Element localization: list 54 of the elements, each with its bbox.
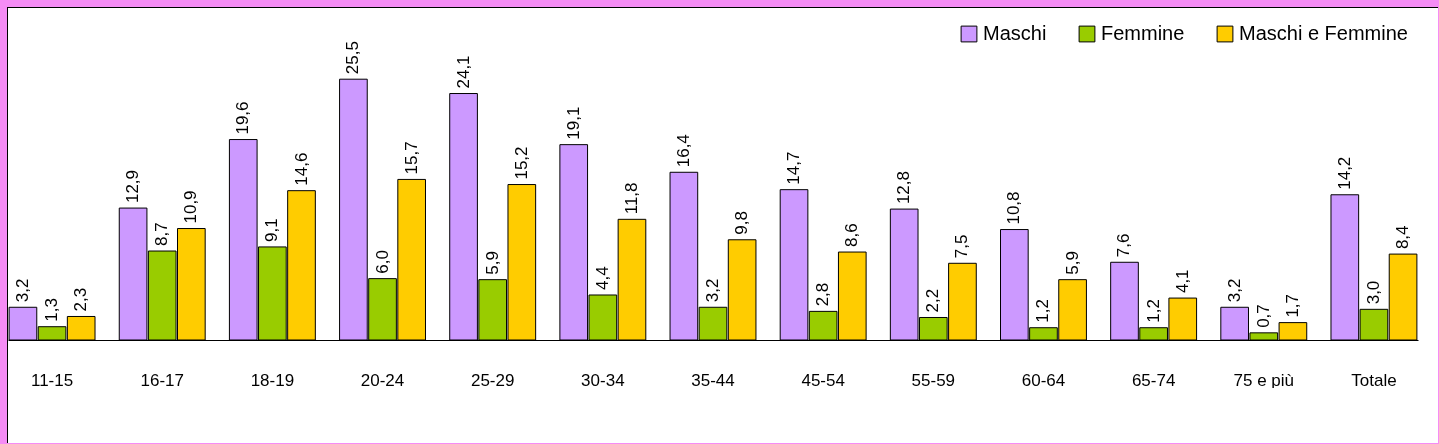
data-label: 25,5	[343, 41, 363, 75]
x-tick-label: 45-54	[801, 370, 845, 390]
data-label: 2,2	[923, 288, 943, 313]
data-label: 3,0	[1363, 280, 1383, 305]
data-label: 10,8	[1004, 191, 1024, 225]
data-label: 5,9	[482, 251, 502, 275]
data-label: 4,1	[1172, 269, 1192, 294]
data-label: 3,2	[12, 278, 32, 303]
x-tick-label: 16-17	[140, 370, 184, 390]
x-tick-label: 35-44	[691, 370, 735, 390]
data-label: 2,3	[71, 287, 91, 312]
data-label: 14,2	[1334, 156, 1354, 190]
data-label: 3,2	[703, 278, 722, 303]
legend-label: Maschi e Femmine	[1239, 22, 1408, 44]
x-tick-label: 30-34	[581, 370, 625, 390]
data-label: 6,0	[372, 249, 392, 274]
data-label: 9,1	[262, 218, 282, 242]
x-tick-label: 55-59	[911, 370, 956, 390]
data-label: 19,1	[563, 106, 583, 140]
data-label: 8,4	[1393, 225, 1413, 250]
data-label: 1,2	[1143, 299, 1163, 323]
data-label: 11,8	[621, 182, 641, 215]
x-tick-label: 20-24	[360, 370, 405, 390]
data-label: 24,1	[453, 55, 473, 89]
data-label: 1,7	[1282, 293, 1302, 318]
data-label: 4,4	[592, 266, 612, 290]
data-label: 0,7	[1253, 304, 1273, 328]
legend-label: Maschi	[983, 22, 1047, 44]
data-label: 12,9	[123, 169, 143, 204]
x-tick-label: 60-64	[1021, 370, 1066, 390]
data-label: 9,8	[732, 211, 752, 235]
data-label: 19,6	[233, 101, 253, 135]
x-tick-label: 11-15	[30, 370, 74, 390]
data-label: 15,7	[401, 141, 421, 175]
data-label: 2,8	[813, 282, 833, 307]
data-label: 8,7	[152, 222, 172, 247]
data-label: 15,2	[511, 146, 531, 180]
data-label: 1,2	[1033, 299, 1053, 323]
x-tick-label: 25-29	[470, 370, 515, 390]
data-label: 10,9	[181, 190, 201, 224]
data-label: 1,3	[42, 298, 62, 322]
x-tick-label: 65-74	[1131, 370, 1176, 390]
x-tick-label: Totale	[1351, 370, 1397, 390]
data-label: 7,5	[952, 234, 972, 259]
data-label: 12,8	[894, 170, 914, 205]
data-label: 7,6	[1114, 233, 1134, 258]
x-tick-label: 18-19	[250, 370, 295, 390]
data-label: 8,6	[842, 223, 862, 248]
data-label: 14,6	[291, 152, 311, 186]
data-label: 5,9	[1062, 251, 1082, 275]
data-label: 3,2	[1224, 278, 1244, 303]
data-label: 16,4	[673, 134, 693, 168]
legend-label: Femmine	[1101, 22, 1185, 44]
data-label: 14,7	[784, 151, 804, 185]
